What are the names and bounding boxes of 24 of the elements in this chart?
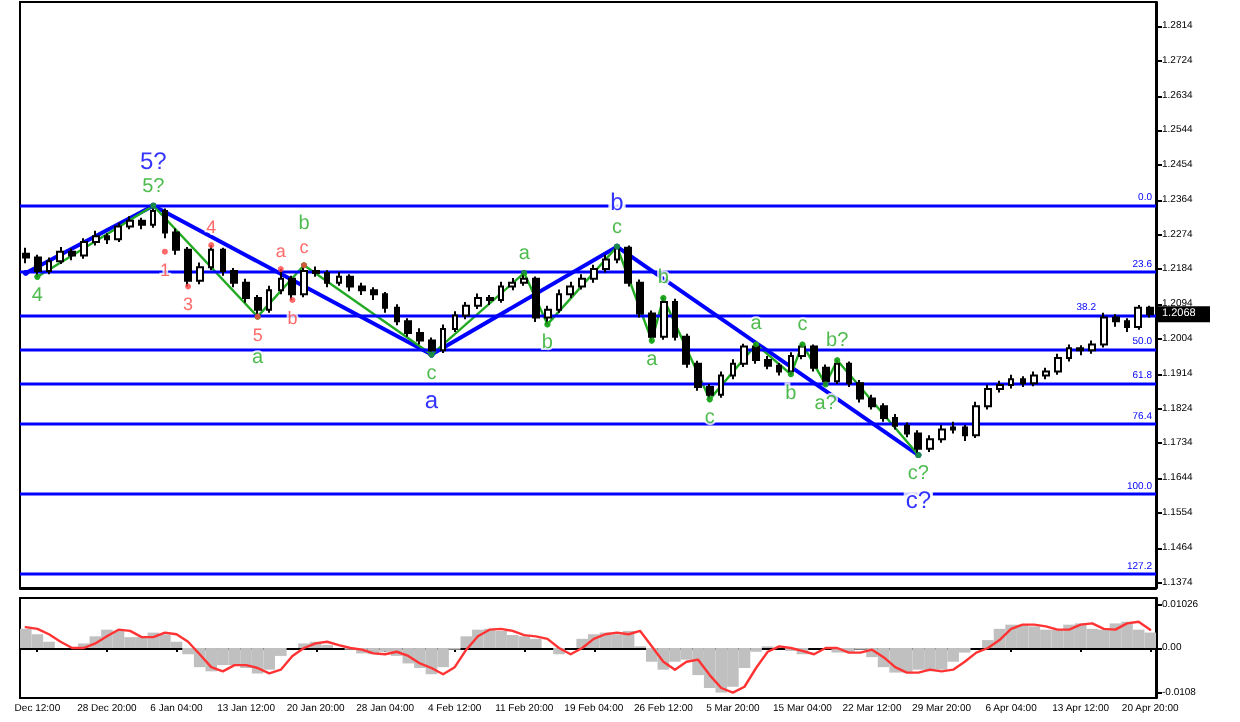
- text: b: [657, 267, 669, 290]
- text: a: [252, 346, 264, 369]
- series-label: 5?: [139, 146, 168, 175]
- text: b: [785, 383, 797, 406]
- series-label: 5: [252, 324, 263, 345]
- series-label: b?: [826, 329, 850, 352]
- series-label: a: [275, 241, 286, 262]
- series-label: 5?: [142, 175, 166, 198]
- text: a: [750, 312, 762, 335]
- series-label: a?: [814, 393, 838, 416]
- text: c: [797, 313, 808, 336]
- series-label: c?: [907, 463, 930, 486]
- series-label: c: [611, 216, 622, 239]
- series-label: a: [424, 386, 439, 415]
- series-label: a: [518, 242, 531, 265]
- text: a: [646, 348, 658, 371]
- series-label: 4: [31, 284, 44, 307]
- text: b: [298, 213, 310, 236]
- series-label: b: [610, 187, 625, 216]
- text: c: [426, 363, 437, 386]
- series-label: c?: [905, 486, 932, 515]
- series-label: 3: [183, 294, 194, 315]
- series-label: c: [299, 237, 310, 258]
- series-label: 4: [206, 217, 217, 238]
